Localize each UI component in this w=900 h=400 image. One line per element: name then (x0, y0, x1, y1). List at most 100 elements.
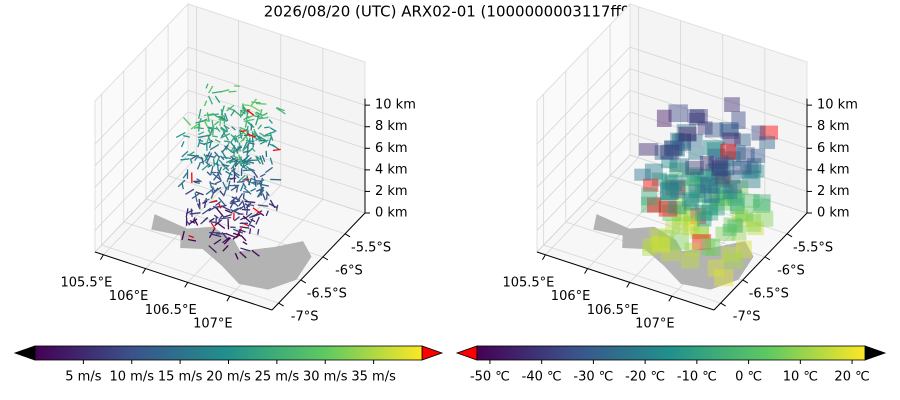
wind-barb (188, 218, 198, 225)
wind-barb (180, 158, 190, 161)
voxel (746, 158, 762, 174)
voxel (731, 111, 746, 129)
x-tick-label: 106°E (551, 289, 591, 304)
wind-barb (243, 118, 255, 123)
wind-barb (250, 187, 257, 192)
voxel (665, 219, 681, 234)
voxel (668, 104, 688, 123)
y-tick-label: -7°S (733, 310, 761, 325)
wind-barb (238, 200, 244, 207)
voxel (715, 226, 736, 242)
grid-line (167, 175, 346, 235)
voxel (690, 226, 710, 239)
wind-barb (216, 207, 224, 217)
wind-barb (230, 155, 238, 163)
wind-barb (234, 252, 239, 260)
wind-barb (181, 182, 184, 190)
wind-barb (243, 159, 255, 164)
tick-mark (300, 279, 307, 284)
colorbar-tick-label: 15 m/s (158, 370, 203, 385)
wind-barb (255, 102, 267, 105)
wind-barb (267, 137, 272, 147)
wind-barb (241, 105, 247, 110)
voxel (724, 151, 741, 167)
colorbar-tick-label: 5 m/s (65, 370, 101, 385)
voxel (731, 226, 747, 241)
land (151, 214, 312, 290)
wind-barb (203, 198, 210, 202)
colorbar (476, 345, 866, 361)
voxel (647, 197, 662, 213)
land (593, 214, 754, 290)
wind-barb (242, 241, 248, 246)
grid-line (187, 68, 366, 128)
voxel (669, 162, 690, 178)
wind-barb (269, 157, 273, 165)
voxel (688, 184, 706, 199)
wind-barb (227, 180, 231, 191)
voxel (674, 196, 691, 210)
voxel (690, 189, 706, 203)
wind-barb (254, 114, 260, 126)
wind-barb (203, 153, 209, 161)
voxel (693, 223, 710, 240)
wind-barb (269, 127, 277, 133)
wind-barb (194, 154, 200, 161)
voxel (704, 122, 724, 138)
wind-barb (197, 117, 202, 126)
wind-barb (225, 159, 232, 164)
axis-line (536, 251, 715, 311)
wind-barb (196, 163, 201, 170)
voxel (692, 234, 712, 250)
voxel (664, 140, 684, 156)
wind-barb (259, 173, 266, 178)
wind-barb (195, 191, 204, 196)
wind-barb (239, 226, 250, 229)
voxel (712, 162, 731, 176)
voxel (683, 194, 700, 211)
voxel (690, 208, 706, 225)
voxel (661, 174, 678, 190)
wind-barb (216, 162, 219, 171)
wind-barb (228, 160, 235, 164)
voxel (701, 238, 716, 256)
y-tick-label: -6°S (777, 263, 805, 278)
voxel (730, 193, 746, 211)
wind-barb (230, 209, 241, 215)
wind-barb (265, 193, 268, 200)
wind-barb (239, 251, 247, 259)
wind-barb (235, 131, 245, 139)
wind-barb (221, 232, 228, 239)
voxel (707, 259, 725, 277)
wind-barb (209, 217, 215, 222)
wind-barb (209, 139, 213, 149)
grid-line (629, 185, 724, 283)
voxel (723, 252, 744, 269)
voxel (671, 133, 692, 150)
voxel (644, 163, 663, 180)
x-tick-label: 106.5°E (145, 303, 197, 318)
voxel (696, 211, 712, 227)
voxel (752, 198, 770, 213)
voxel (699, 156, 714, 172)
grid-line (103, 157, 197, 256)
wind-barb (265, 210, 269, 217)
voxel (759, 125, 779, 140)
grid-line (187, 111, 366, 171)
grid-line (629, 154, 808, 214)
voxel (660, 144, 680, 160)
grid-line (629, 89, 808, 149)
wind-barb (202, 200, 208, 204)
wind-barb (276, 107, 286, 115)
voxel (662, 180, 682, 199)
wind-barb (257, 229, 260, 235)
wind-barb (257, 204, 269, 207)
voxel (731, 209, 748, 223)
wind-barb (206, 152, 213, 164)
wind-barb (205, 161, 211, 167)
wind-barb (264, 126, 270, 129)
y-tick-label: -5.5°S (793, 240, 833, 255)
colorbar-under (455, 345, 478, 361)
voxel (689, 168, 709, 183)
voxel (722, 183, 738, 199)
